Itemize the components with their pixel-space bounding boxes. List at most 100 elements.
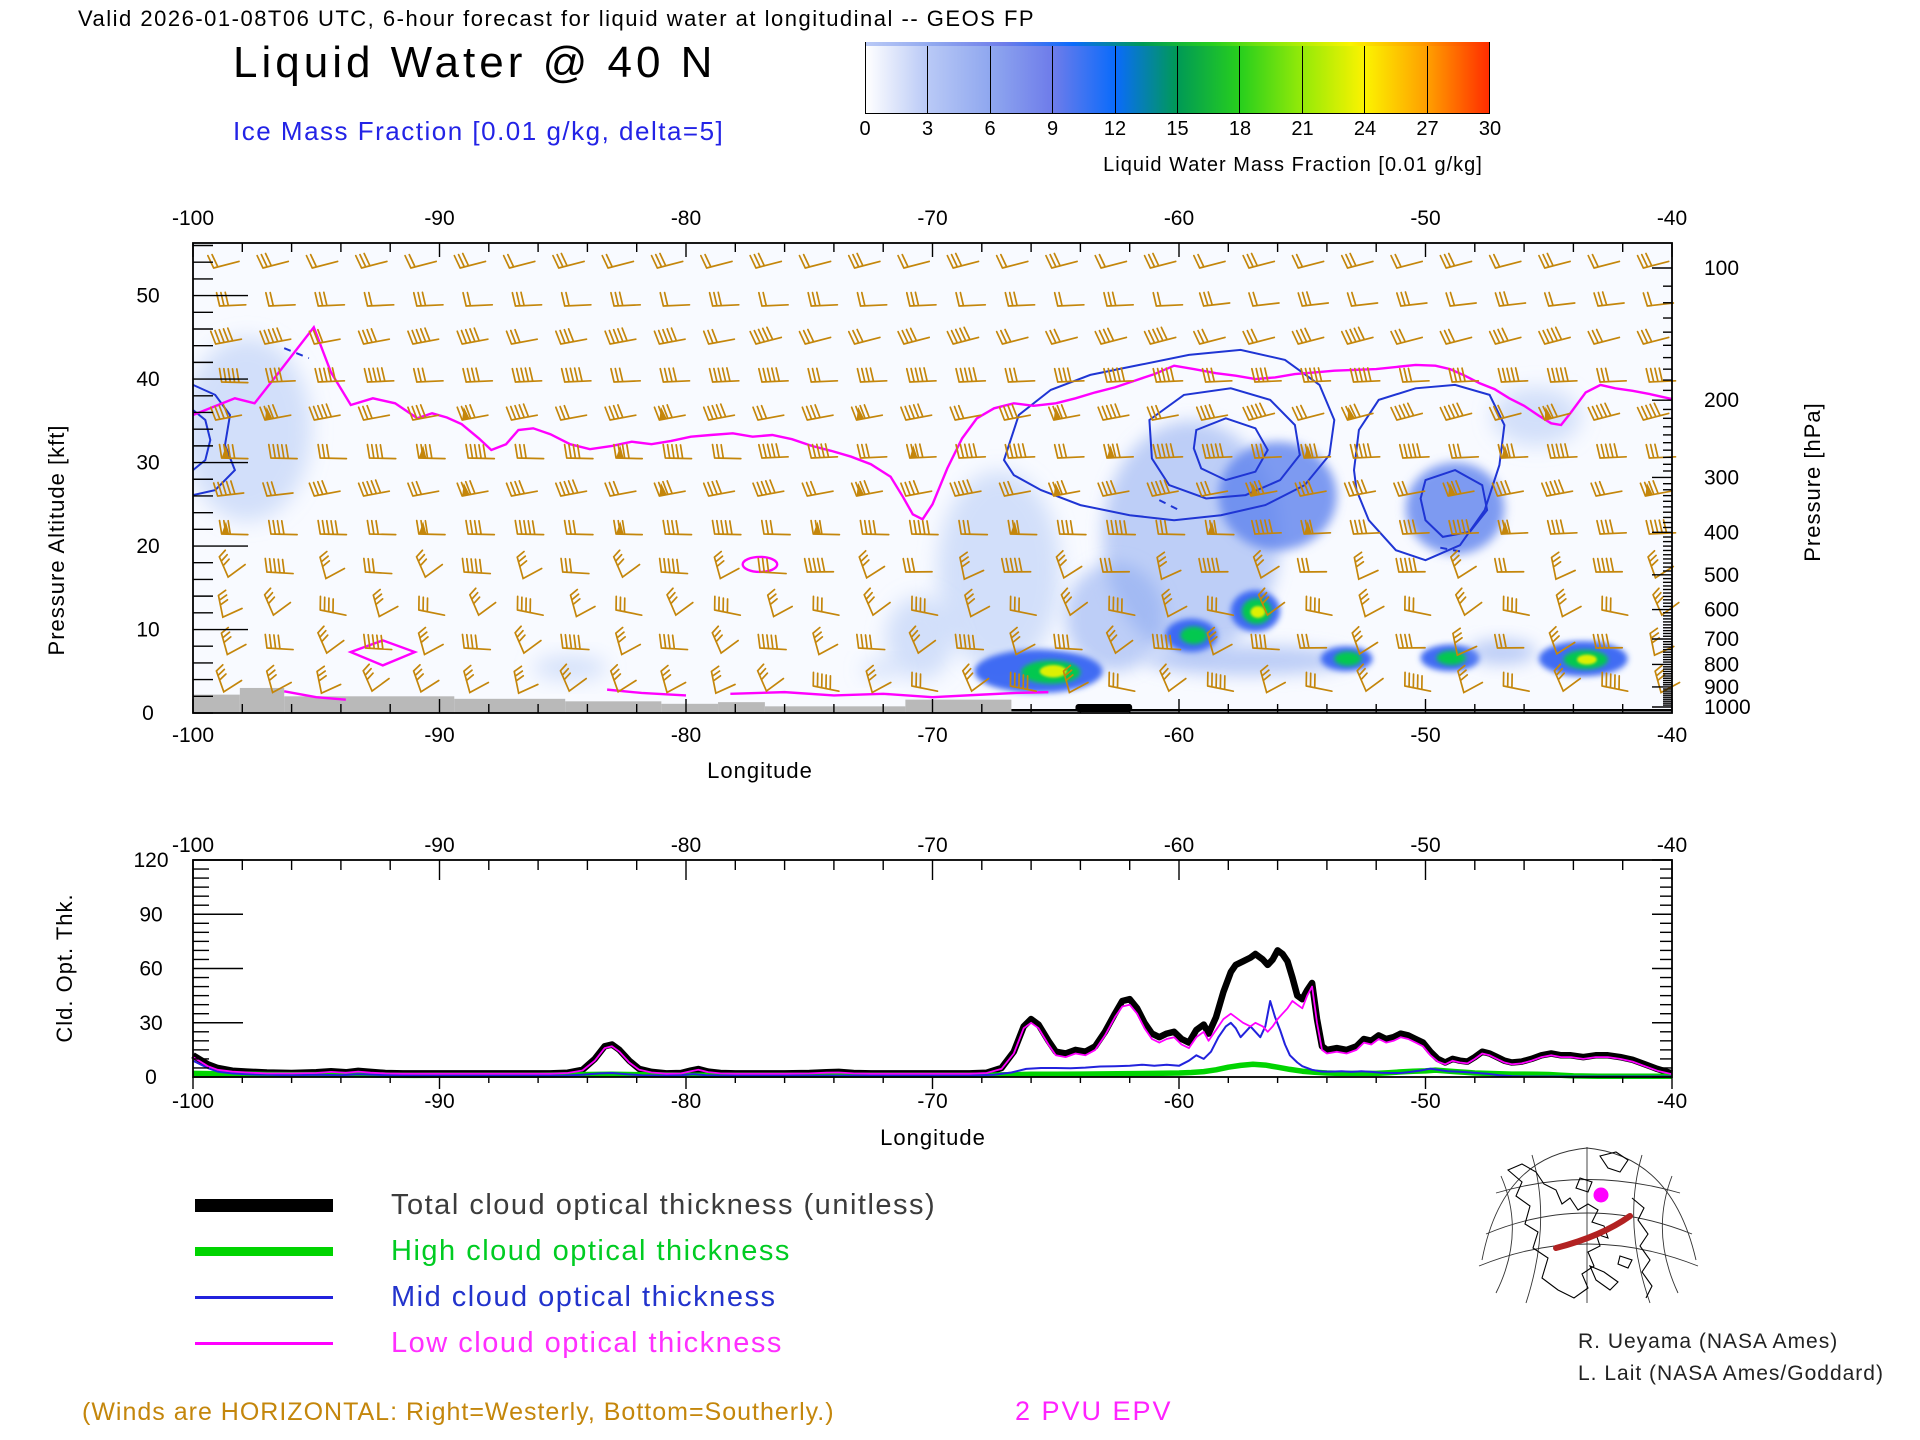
svg-text:0: 0	[142, 702, 154, 725]
colorbar-tick: 18	[1228, 118, 1252, 140]
winds-note: (Winds are HORIZONTAL: Right=Westerly, B…	[82, 1398, 835, 1426]
colorbar-tick: 24	[1353, 118, 1377, 140]
colorbar-cell	[1052, 43, 1115, 113]
svg-text:-90: -90	[424, 1090, 454, 1113]
svg-text:-70: -70	[917, 834, 947, 857]
colorbar-tick: 27	[1416, 118, 1439, 140]
svg-text:100: 100	[1704, 257, 1739, 280]
cross-section-track	[1553, 1213, 1633, 1251]
colorbar-tick: 21	[1291, 118, 1314, 140]
legend-label: Low cloud optical thickness	[391, 1326, 783, 1359]
high-line-swatch	[195, 1246, 333, 1256]
colorbar-tick: 3	[921, 118, 934, 140]
colorbar-cell	[1239, 43, 1302, 113]
svg-text:10: 10	[136, 619, 159, 642]
colorbar-tick: 6	[984, 118, 996, 140]
svg-text:-100: -100	[172, 207, 214, 230]
legend-item-total: Total cloud optical thickness (unitless)	[195, 1182, 936, 1228]
svg-text:90: 90	[139, 903, 162, 926]
main-plot-frame	[192, 242, 1673, 714]
svg-text:200: 200	[1704, 389, 1739, 412]
liquid-water-colorbar	[865, 42, 1490, 114]
svg-text:-70: -70	[917, 724, 947, 747]
terrain-silhouette	[193, 687, 1012, 713]
svg-text:800: 800	[1704, 653, 1739, 676]
liquid-water-shading	[193, 337, 1628, 693]
colorbar-tick: 15	[1166, 118, 1189, 140]
colorbar-cell	[1426, 43, 1490, 113]
colorbar-cell	[866, 43, 928, 113]
svg-text:0: 0	[145, 1066, 157, 1089]
svg-text:30: 30	[136, 452, 159, 475]
map-coastlines	[1506, 1151, 1653, 1299]
svg-text:-40: -40	[1657, 724, 1687, 747]
svg-text:-80: -80	[671, 1090, 701, 1113]
colorbar-tick: 12	[1103, 118, 1127, 140]
colorbar-cell	[1364, 43, 1427, 113]
total-line-swatch	[195, 1198, 333, 1212]
svg-text:-90: -90	[424, 207, 454, 230]
svg-text:50: 50	[136, 285, 159, 308]
legend: Total cloud optical thickness (unitless)…	[195, 1182, 936, 1366]
colorbar-saturation-strip	[866, 42, 1489, 46]
svg-text:1000: 1000	[1704, 696, 1751, 719]
colorbar-cell	[989, 43, 1053, 113]
svg-text:Cld. Opt. Thk.: Cld. Opt. Thk.	[52, 893, 77, 1042]
legend-item-mid: Mid cloud optical thickness	[195, 1274, 936, 1320]
colorbar-label: Liquid Water Mass Fraction [0.01 g/kg]	[1103, 154, 1483, 176]
svg-text:Pressure Altitude [kft]: Pressure Altitude [kft]	[44, 425, 69, 656]
svg-text:-90: -90	[424, 834, 454, 857]
svg-text:Longitude: Longitude	[880, 1125, 986, 1150]
svg-text:-50: -50	[1410, 1090, 1440, 1113]
svg-text:Longitude: Longitude	[707, 758, 813, 783]
map-location-dot	[1593, 1187, 1609, 1203]
map-inset	[1478, 1147, 1699, 1304]
map-graticule	[1478, 1147, 1699, 1304]
svg-text:700: 700	[1704, 628, 1739, 651]
legend-item-low: Low cloud optical thickness	[195, 1320, 936, 1366]
svg-text:-50: -50	[1410, 834, 1440, 857]
svg-text:-100: -100	[172, 724, 214, 747]
svg-text:400: 400	[1704, 521, 1739, 544]
svg-text:-40: -40	[1657, 207, 1687, 230]
colorbar-cell	[927, 43, 990, 113]
main-plot-tick-labels: -100 -100 -90 -90 -80 -80 -70 -70 -60 -60 -50 -50 -4…	[44, 207, 1825, 783]
svg-text:120: 120	[133, 849, 168, 872]
svg-text:-50: -50	[1410, 207, 1440, 230]
svg-text:20: 20	[136, 535, 159, 558]
bottom-plot-frame	[192, 859, 1673, 1089]
svg-text:-60: -60	[1164, 834, 1194, 857]
valid-time-line: Valid 2026-01-08T06 UTC, 6-hour forecast…	[78, 6, 1036, 31]
optical-thickness-curves	[191, 947, 1673, 1080]
svg-text:-60: -60	[1164, 1090, 1194, 1113]
colorbar-cell	[1301, 43, 1365, 113]
credit-line-1: R. Ueyama (NASA Ames)	[1578, 1330, 1839, 1353]
svg-text:60: 60	[139, 958, 162, 981]
svg-text:-80: -80	[671, 834, 701, 857]
svg-text:40: 40	[136, 368, 159, 391]
low-line-swatch	[195, 1341, 333, 1345]
surface-line	[1011, 704, 1672, 712]
colorbar-tick: 30	[1478, 118, 1502, 140]
colorbar-tick: 0	[859, 118, 871, 140]
svg-text:-100: -100	[172, 834, 214, 857]
colorbar-cell	[1114, 43, 1178, 113]
svg-text:-60: -60	[1164, 724, 1194, 747]
legend-label: Mid cloud optical thickness	[391, 1280, 777, 1313]
wind-barbs	[207, 252, 1681, 695]
svg-text:600: 600	[1704, 599, 1739, 622]
svg-text:500: 500	[1704, 564, 1739, 587]
svg-text:300: 300	[1704, 466, 1739, 489]
svg-text:900: 900	[1704, 676, 1739, 699]
svg-text:-70: -70	[917, 1090, 947, 1113]
svg-text:-100: -100	[172, 1090, 214, 1113]
legend-label: Total cloud optical thickness (unitless)	[391, 1188, 937, 1221]
bottom-plot-tick-labels: -100 -100 -90 -90 -80 -80 -70 -70 -60 -60 -50 -50 -4…	[52, 834, 1687, 1150]
mid-line-swatch	[195, 1295, 333, 1299]
legend-label: High cloud optical thickness	[391, 1234, 791, 1267]
ice-mass-fraction-subtitle: Ice Mass Fraction [0.01 g/kg, delta=5]	[233, 116, 725, 146]
svg-text:-70: -70	[917, 207, 947, 230]
svg-text:-40: -40	[1657, 1090, 1687, 1113]
svg-text:-40: -40	[1657, 834, 1687, 857]
svg-text:-90: -90	[424, 724, 454, 747]
